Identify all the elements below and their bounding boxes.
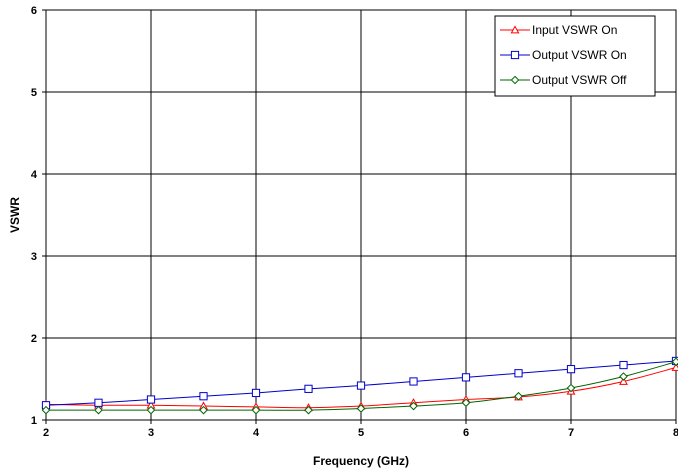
x-tick-label: 5 [358,427,364,439]
data-point [514,391,523,401]
data-point [409,377,418,386]
data-point [199,405,208,415]
data-point [304,405,313,415]
data-point [514,369,523,378]
data-point [619,376,628,385]
series-group [41,356,678,415]
legend-item: Input VSWR On [500,23,617,37]
x-tick-label: 6 [463,427,469,439]
data-point [671,357,678,367]
data-point [251,388,261,398]
data-point [566,365,576,374]
data-point [619,360,628,370]
data-point [41,405,51,415]
x-tick-label: 3 [148,427,154,439]
data-point [94,398,103,407]
legend-marker [510,50,520,60]
y-tick-label: 1 [31,415,37,427]
legend-marker [510,25,520,34]
data-point [251,405,261,415]
data-point [461,373,471,382]
legend-item: Output VSWR On [500,48,627,62]
legend-label: Input VSWR On [532,23,617,37]
y-tick-label: 3 [31,251,37,263]
y-tick-label: 4 [31,169,38,181]
grid-lines [42,9,677,424]
data-point [356,381,366,390]
legend-label: Output VSWR On [532,48,627,62]
legend: Input VSWR On Output VSWR On Output VSWR O… [494,15,656,97]
y-axis-title: VSWR [8,197,22,233]
y-tick-label: 6 [31,5,37,17]
data-point [146,395,156,404]
data-point [356,404,366,413]
y-tick-labels: 1 2 3 4 5 6 [31,5,38,427]
data-point [409,401,418,411]
x-tick-label: 8 [673,427,678,439]
x-tick-label: 7 [568,427,574,439]
series-diamond [41,357,678,415]
x-axis-title: Frequency (GHz) [313,454,409,468]
legend-box [494,15,656,97]
data-point [94,405,103,415]
data-point [461,398,471,408]
data-point [146,405,156,415]
data-point [304,384,313,393]
data-point [566,383,576,393]
data-point [619,372,628,381]
x-tick-label: 2 [43,427,49,439]
legend-item: Output VSWR Off [500,73,627,87]
data-point [199,392,208,401]
y-tick-label: 5 [31,87,37,99]
legend-label: Output VSWR Off [532,73,627,87]
legend-marker [510,75,520,85]
y-tick-label: 2 [31,333,37,345]
x-tick-labels: 2 3 4 5 6 7 8 [43,427,678,439]
x-tick-label: 4 [253,427,260,439]
